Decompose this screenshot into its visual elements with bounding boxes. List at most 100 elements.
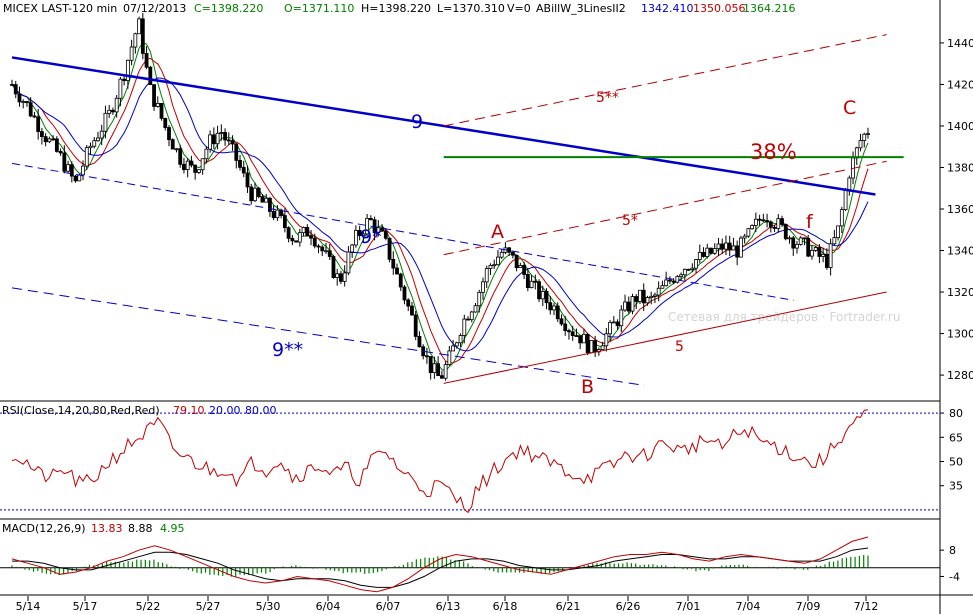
candle-body xyxy=(96,137,100,142)
candle-body xyxy=(443,364,448,379)
candle-body xyxy=(585,333,590,354)
candle-body xyxy=(810,250,814,257)
candle-body xyxy=(499,251,504,258)
candle-body xyxy=(425,355,429,358)
date-tick-label: 6/13 xyxy=(436,600,461,613)
candle-body xyxy=(694,259,698,269)
candle-body xyxy=(234,143,239,161)
price-tick-label: 1340 xyxy=(947,245,973,258)
candle-body xyxy=(436,363,441,377)
trend-line-5s xyxy=(443,160,887,256)
candle-body xyxy=(481,281,485,293)
candle-body xyxy=(54,138,59,152)
candle-body xyxy=(600,345,605,350)
candle-body xyxy=(843,189,848,211)
candle-body xyxy=(339,273,343,282)
candle-body xyxy=(682,268,687,276)
candle-body xyxy=(413,314,418,337)
candle-body xyxy=(137,18,141,35)
candle-body xyxy=(309,235,313,239)
candle-body xyxy=(529,280,534,289)
candle-body xyxy=(724,242,728,250)
rsi-tick-label: 35 xyxy=(949,480,963,493)
candle-body xyxy=(540,290,545,300)
date-tick-label: 7/04 xyxy=(736,600,761,613)
candle-body xyxy=(297,232,302,243)
candle-body xyxy=(36,116,41,132)
candle-body xyxy=(380,227,384,232)
candle-body xyxy=(525,274,530,289)
candle-body xyxy=(488,264,493,269)
candle-body xyxy=(638,289,642,302)
candle-body xyxy=(623,301,627,311)
candle-body xyxy=(496,256,500,266)
date-tick-label: 6/21 xyxy=(556,600,581,613)
candle-body xyxy=(802,237,807,240)
candle-body xyxy=(47,138,52,143)
candle-body xyxy=(410,305,414,316)
candle-body xyxy=(271,211,276,219)
candle-body xyxy=(88,145,93,149)
candle-body xyxy=(634,296,639,302)
date-label: 07/12/2013 xyxy=(123,2,186,15)
date-tick-label: 5/14 xyxy=(16,600,41,613)
candle-body xyxy=(200,158,205,171)
candle-body xyxy=(391,258,396,269)
date-tick-label: 5/30 xyxy=(256,600,281,613)
date-tick-label: 5/27 xyxy=(196,600,221,613)
date-tick-label: 6/26 xyxy=(616,600,641,613)
candle-body xyxy=(454,342,459,347)
open-label: O=1371.110 xyxy=(284,2,354,15)
candle-body xyxy=(645,297,650,304)
candle-body xyxy=(574,335,579,337)
candle-body xyxy=(40,131,44,138)
candle-body xyxy=(462,318,467,336)
candle-body xyxy=(51,138,56,141)
candle-body xyxy=(641,289,646,304)
candle-body xyxy=(439,375,444,379)
candle-body xyxy=(720,243,725,250)
candle-body xyxy=(144,53,149,68)
indicator-label: ABillW_3LinesII2 xyxy=(536,2,626,15)
candle-body xyxy=(544,290,549,304)
candle-body xyxy=(533,280,538,283)
price-tick-label: 1320 xyxy=(947,286,973,299)
candle-body xyxy=(776,218,781,229)
candle-body xyxy=(182,163,186,171)
date-tick-label: 5/22 xyxy=(136,600,161,613)
label-line-5-star: 5* xyxy=(622,213,638,229)
candle-body xyxy=(13,84,18,95)
candle-body xyxy=(21,101,26,103)
macd-panel: 8 -4 xyxy=(0,536,960,593)
watermark: Сетевая для трейдеров · Fortrader.ru xyxy=(668,310,900,324)
candle-body xyxy=(178,148,183,165)
candle-body xyxy=(268,197,272,212)
candle-body xyxy=(795,244,799,249)
candle-body xyxy=(301,227,306,234)
candle-body xyxy=(73,175,78,182)
candle-body xyxy=(324,250,328,253)
candle-body xyxy=(122,78,127,81)
candle-body xyxy=(458,335,463,344)
candle-body xyxy=(780,218,784,225)
label-line-9-2star: 9** xyxy=(272,339,303,361)
candle-body xyxy=(611,321,616,324)
candle-body xyxy=(140,18,145,54)
candle-body xyxy=(290,237,295,242)
candle-body xyxy=(256,187,261,197)
candle-body xyxy=(365,217,370,235)
candle-body xyxy=(107,109,112,114)
indicator-blue-value: 1342.410 xyxy=(641,2,694,15)
volume-label: V=0 xyxy=(507,2,531,15)
trend-line-5ss xyxy=(443,34,887,127)
candle-body xyxy=(260,196,265,203)
label-line-5: 5 xyxy=(675,339,684,355)
candle-body xyxy=(432,363,437,374)
candle-body xyxy=(275,209,280,219)
candle-body xyxy=(753,218,758,226)
candle-body xyxy=(664,279,669,287)
date-tick-label: 7/09 xyxy=(796,600,821,613)
candle-body xyxy=(43,136,48,143)
candle-body xyxy=(241,166,246,174)
macd-signal-line xyxy=(12,547,869,588)
